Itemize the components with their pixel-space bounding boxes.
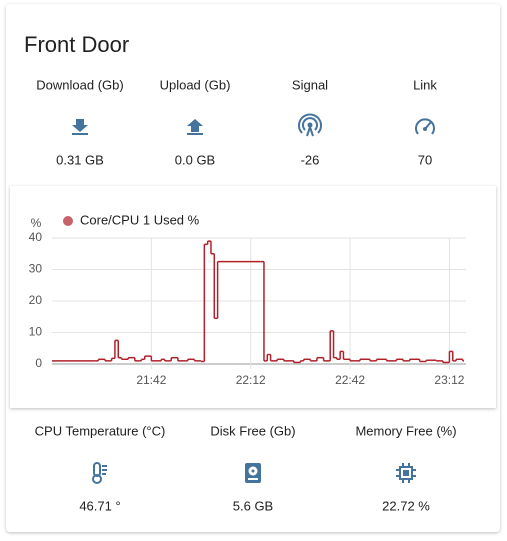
y-tick-label: 20 xyxy=(29,293,43,307)
icon-gauge xyxy=(415,118,435,135)
icon-upload xyxy=(187,119,203,135)
chart-panel xyxy=(10,186,496,408)
legend-label: Core/CPU 1 Used % xyxy=(80,212,200,227)
entity-value: -26 xyxy=(301,152,320,167)
entity-name: Upload (Gb) xyxy=(160,77,231,92)
entity-name: Memory Free (%) xyxy=(355,423,456,438)
card-title: Front Door xyxy=(24,32,129,57)
entity-value: 70 xyxy=(418,152,432,167)
entity-name: Link xyxy=(413,77,437,92)
legend-marker xyxy=(63,216,73,226)
x-tick-label: 23:12 xyxy=(434,373,464,387)
icon-disk xyxy=(245,463,261,483)
y-tick-label: 30 xyxy=(29,262,43,276)
entity-value: 46.71 ° xyxy=(79,498,120,513)
entity-value: 0.31 GB xyxy=(56,152,104,167)
y-tick-label: 10 xyxy=(29,325,43,339)
entity-name: CPU Temperature (°C) xyxy=(35,423,166,438)
entity-name: Signal xyxy=(292,77,328,92)
y-axis-label: % xyxy=(31,216,42,230)
entity-name: Disk Free (Gb) xyxy=(210,423,295,438)
entity-value: 0.0 GB xyxy=(175,152,215,167)
entity-value: 22.72 % xyxy=(382,498,430,513)
icon-download xyxy=(72,119,88,135)
x-tick-label: 22:12 xyxy=(236,373,266,387)
icon-signal xyxy=(298,113,322,137)
entity-name: Download (Gb) xyxy=(36,77,123,92)
y-tick-label: 0 xyxy=(35,356,42,370)
icon-chip xyxy=(396,463,416,483)
y-tick-label: 40 xyxy=(29,230,43,244)
icon-thermometer xyxy=(92,462,107,484)
x-tick-label: 22:42 xyxy=(335,373,365,387)
x-tick-label: 21:42 xyxy=(136,373,166,387)
entity-value: 5.6 GB xyxy=(233,498,273,513)
